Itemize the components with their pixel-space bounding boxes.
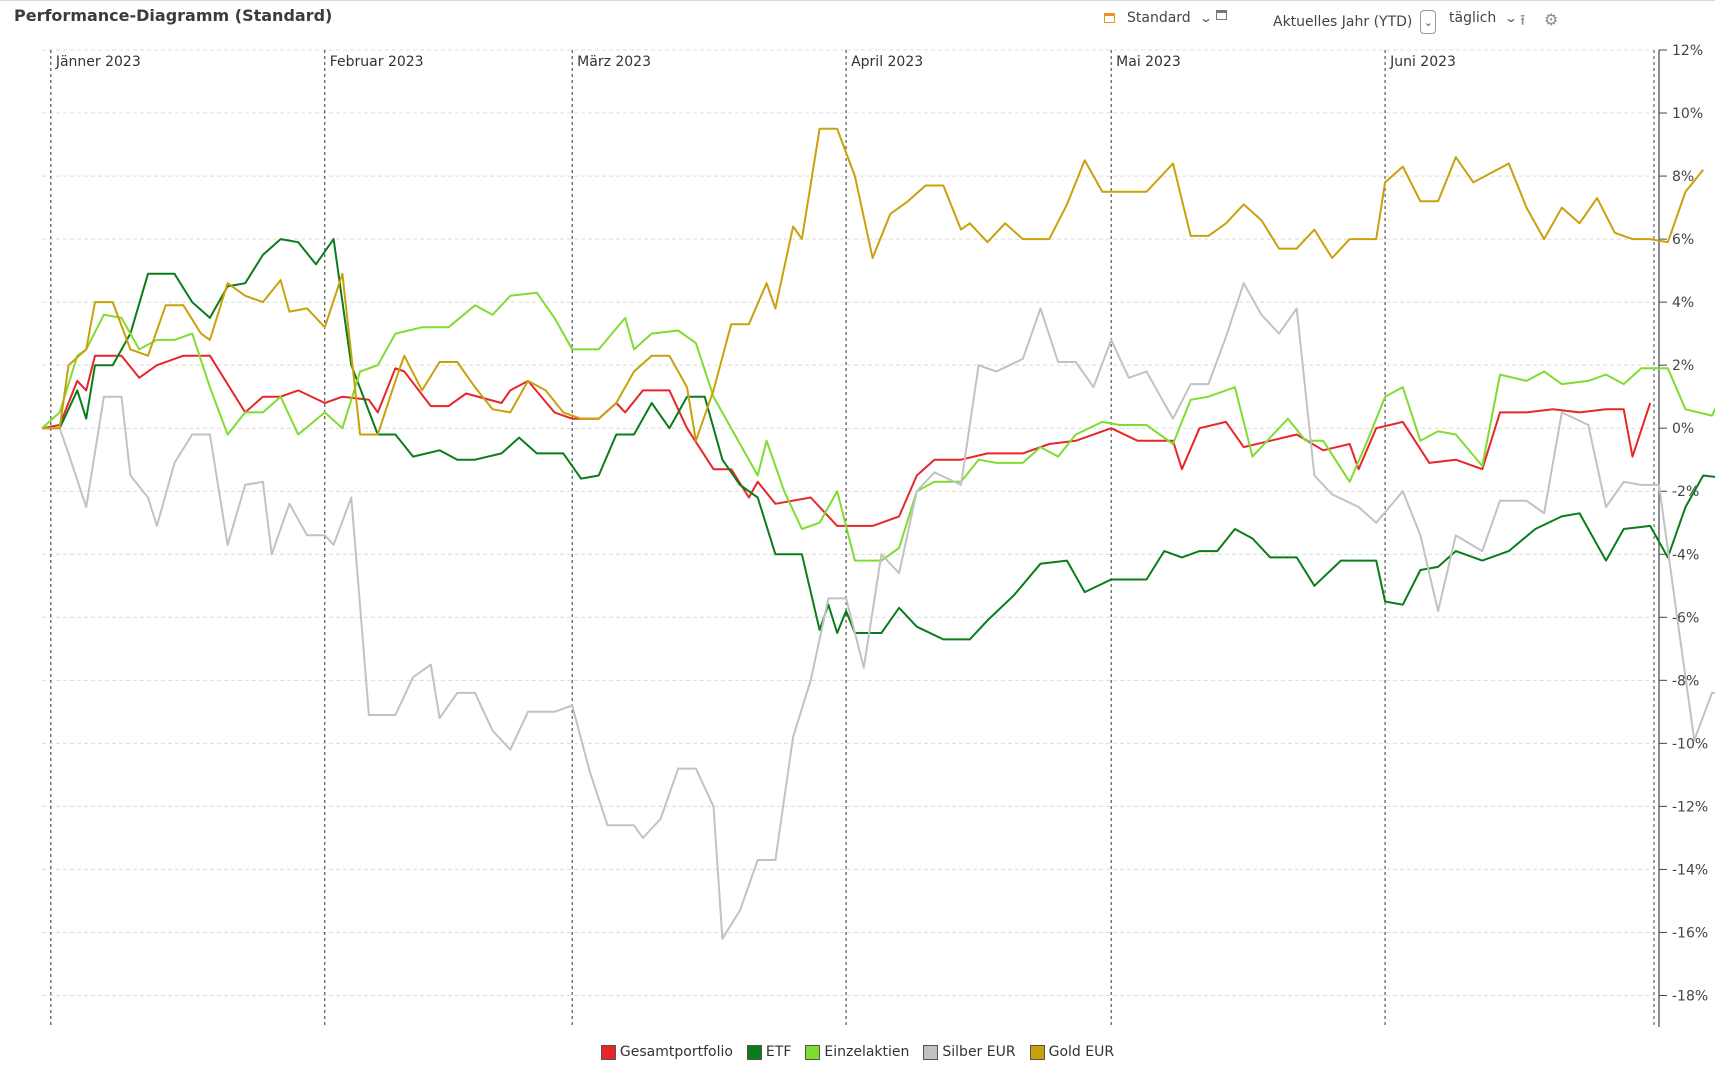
series-line-gesamtportfolio — [41, 354, 1652, 527]
gear-icon: ⚙ — [1544, 10, 1559, 29]
month-label: Jänner 2023 — [55, 54, 141, 70]
window-button[interactable] — [1216, 10, 1227, 20]
legend: Gesamtportfolio ETF Einzelaktien Silber EUR… — [0, 1044, 1715, 1060]
legend-item[interactable]: ETF — [746, 1044, 792, 1060]
page-title: Performance-Diagramm (Standard) — [14, 6, 333, 25]
dropdown-icon: ⌄ — [1420, 10, 1437, 34]
legend-label: Gold EUR — [1048, 1044, 1115, 1060]
view-selector[interactable]: Standard ⌄ — [1104, 10, 1213, 26]
y-tick-label: -18% — [1672, 988, 1708, 1004]
top-border — [0, 0, 1715, 1]
period-selector[interactable]: Aktuelles Jahr (YTD) ⌄ — [1273, 10, 1437, 34]
interval-label: täglich — [1449, 10, 1497, 26]
month-label: Mai 2023 — [1116, 54, 1181, 70]
legend-item[interactable]: Silber EUR — [923, 1044, 1016, 1060]
series-line-einzelaktien — [41, 291, 1715, 562]
legend-label: Gesamtportfolio — [619, 1044, 733, 1060]
view-label: Standard — [1127, 10, 1191, 26]
interval-selector[interactable]: täglich ⌄ — [1449, 10, 1519, 26]
period-label: Aktuelles Jahr (YTD) — [1273, 14, 1413, 30]
month-label: Juni 2023 — [1389, 54, 1456, 70]
series-line-silber-eur — [42, 282, 1715, 940]
y-tick-label: -4% — [1672, 547, 1699, 563]
legend-label: ETF — [765, 1044, 792, 1060]
y-tick-label: -12% — [1672, 799, 1708, 815]
chevron-down-icon: ⌄ — [1504, 11, 1519, 25]
window-icon — [1216, 10, 1227, 20]
legend-item[interactable]: Gesamtportfolio — [600, 1044, 733, 1060]
y-tick-label: -16% — [1672, 925, 1708, 941]
export-button[interactable]: ⭱ — [1520, 10, 1525, 35]
y-tick-label: 2% — [1672, 358, 1694, 374]
y-tick-label: -10% — [1672, 736, 1708, 752]
month-label: März 2023 — [577, 54, 651, 70]
chart-toolbar: Standard ⌄ Aktuelles Jahr (YTD) ⌄ täglic… — [0, 8, 1715, 34]
legend-swatch — [746, 1044, 762, 1060]
legend-swatch — [805, 1044, 821, 1060]
calendar-icon — [1104, 13, 1115, 23]
month-label: Februar 2023 — [330, 54, 424, 70]
y-tick-label: 8% — [1672, 169, 1694, 185]
legend-swatch — [600, 1044, 616, 1060]
export-icon: ⭱ — [1520, 11, 1526, 29]
legend-label: Einzelaktien — [824, 1044, 910, 1060]
series-line-gold-eur — [42, 127, 1704, 442]
y-tick-label: 6% — [1672, 232, 1694, 248]
y-tick-label: 0% — [1672, 421, 1694, 437]
legend-item[interactable]: Einzelaktien — [805, 1044, 909, 1060]
y-tick-label: 10% — [1672, 106, 1703, 122]
legend-swatch — [923, 1044, 939, 1060]
settings-button[interactable]: ⚙ — [1544, 10, 1558, 29]
legend-swatch — [1029, 1044, 1045, 1060]
legend-item[interactable]: Gold EUR — [1029, 1044, 1115, 1060]
series-line-etf — [42, 238, 1715, 641]
legend-label: Silber EUR — [942, 1044, 1016, 1060]
performance-chart: 12%10%8%6%4%2%0%-2%-4%-6%-8%-10%-12%-14%… — [41, 43, 1715, 1027]
y-tick-label: -14% — [1672, 862, 1708, 878]
y-tick-label: 4% — [1672, 295, 1694, 311]
chevron-down-icon: ⌄ — [1198, 11, 1213, 25]
y-tick-label: 12% — [1672, 43, 1703, 59]
y-tick-label: -2% — [1672, 484, 1699, 500]
month-label: April 2023 — [851, 54, 923, 70]
